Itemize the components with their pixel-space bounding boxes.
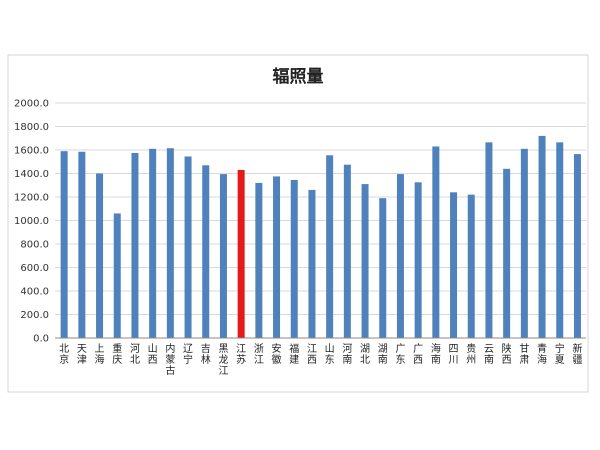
chart-title: 辐照量 [273, 66, 324, 87]
bar-9 [202, 165, 210, 338]
bar-22 [432, 146, 440, 338]
bar-6 [149, 148, 157, 338]
y-tick-label: 1200.0 [14, 193, 49, 204]
x-tick-label: 天津 [77, 344, 87, 366]
y-tick-label: 1400.0 [14, 169, 49, 180]
bar-21 [414, 182, 422, 338]
x-tick-label: 辽宁 [183, 343, 193, 366]
bar-25 [485, 142, 493, 338]
bar-10 [219, 174, 227, 338]
x-tick-label: 湖北 [360, 343, 370, 366]
bar-23 [450, 192, 458, 338]
bar-8 [184, 156, 192, 338]
bars [60, 135, 581, 338]
bar-30 [573, 154, 581, 338]
bar-1 [60, 151, 68, 338]
y-tick-label: 1000.0 [14, 216, 49, 227]
x-tick-label: 山东 [325, 343, 335, 366]
x-tick-label: 四川 [449, 344, 459, 366]
bar-5 [131, 152, 139, 338]
x-tick-label: 新疆 [572, 342, 582, 366]
x-tick-label: 福建 [289, 342, 299, 366]
x-tick-label: 浙江 [254, 343, 264, 366]
bar-28 [538, 135, 546, 338]
y-tick-label: 0.0 [33, 334, 49, 345]
bar-29 [556, 142, 564, 338]
bar-4 [113, 213, 121, 338]
x-tick-label: 重庆 [112, 342, 122, 366]
bar-18 [361, 184, 369, 338]
x-tick-label: 宁夏 [555, 342, 565, 366]
x-tick-label: 山西 [148, 343, 158, 366]
x-tick-label: 江苏 [236, 343, 246, 366]
chart-border [7, 54, 589, 393]
bar-16 [326, 155, 334, 338]
x-tick-label: 吉林 [201, 343, 211, 366]
x-tick-label: 湖南 [378, 343, 388, 366]
y-axis-ticks: 0.0 200.0 400.0 600.0 800.0 1000.0 1200.0 1400.… [14, 99, 49, 345]
bar-26 [503, 168, 511, 338]
x-tick-label: 广东 [395, 343, 405, 366]
x-tick-label: 陕西 [502, 342, 512, 366]
bar-17 [343, 164, 351, 338]
bar-24 [467, 194, 475, 338]
y-tick-label: 200.0 [20, 310, 49, 321]
bar-15 [308, 189, 316, 338]
x-tick-label: 云南 [484, 344, 494, 366]
bar-19 [379, 198, 387, 338]
y-tick-label: 1800.0 [14, 122, 49, 133]
x-tick-label: 贵州 [466, 342, 476, 366]
bar-27 [520, 148, 528, 338]
bar-3 [96, 173, 104, 338]
bar-14 [290, 179, 298, 338]
y-tick-label: 800.0 [20, 240, 49, 251]
x-tick-label: 上海 [95, 343, 105, 366]
x-tick-label: 河南 [342, 343, 352, 366]
x-tick-label: 江西 [307, 343, 317, 366]
x-tick-label: 安徽 [272, 342, 282, 366]
y-tick-label: 1600.0 [14, 146, 49, 157]
x-tick-label: 青海 [537, 342, 547, 366]
bar-20 [396, 174, 404, 338]
x-tick-label: 内蒙古 [165, 342, 175, 377]
y-tick-label: 2000.0 [14, 99, 49, 110]
gridlines [55, 102, 586, 339]
x-tick-label: 河北 [130, 343, 140, 366]
x-tick-label: 海南 [431, 342, 441, 366]
x-axis-labels: 北京天津上海重庆河北山西内蒙古辽宁吉林黑龙江江苏浙江安徽福建江西山东河南湖北湖南… [59, 342, 582, 377]
bar-11 [237, 169, 245, 338]
x-tick-label: 黑龙江 [218, 343, 228, 377]
y-tick-label: 400.0 [20, 287, 49, 298]
x-tick-label: 北京 [59, 343, 69, 366]
bar-13 [273, 176, 281, 338]
y-tick-label: 600.0 [20, 263, 49, 274]
x-tick-label: 广西 [413, 343, 423, 366]
x-tick-label: 甘肃 [519, 342, 529, 366]
bar-12 [255, 182, 263, 338]
bar-2 [78, 151, 86, 338]
bar-7 [166, 148, 174, 338]
